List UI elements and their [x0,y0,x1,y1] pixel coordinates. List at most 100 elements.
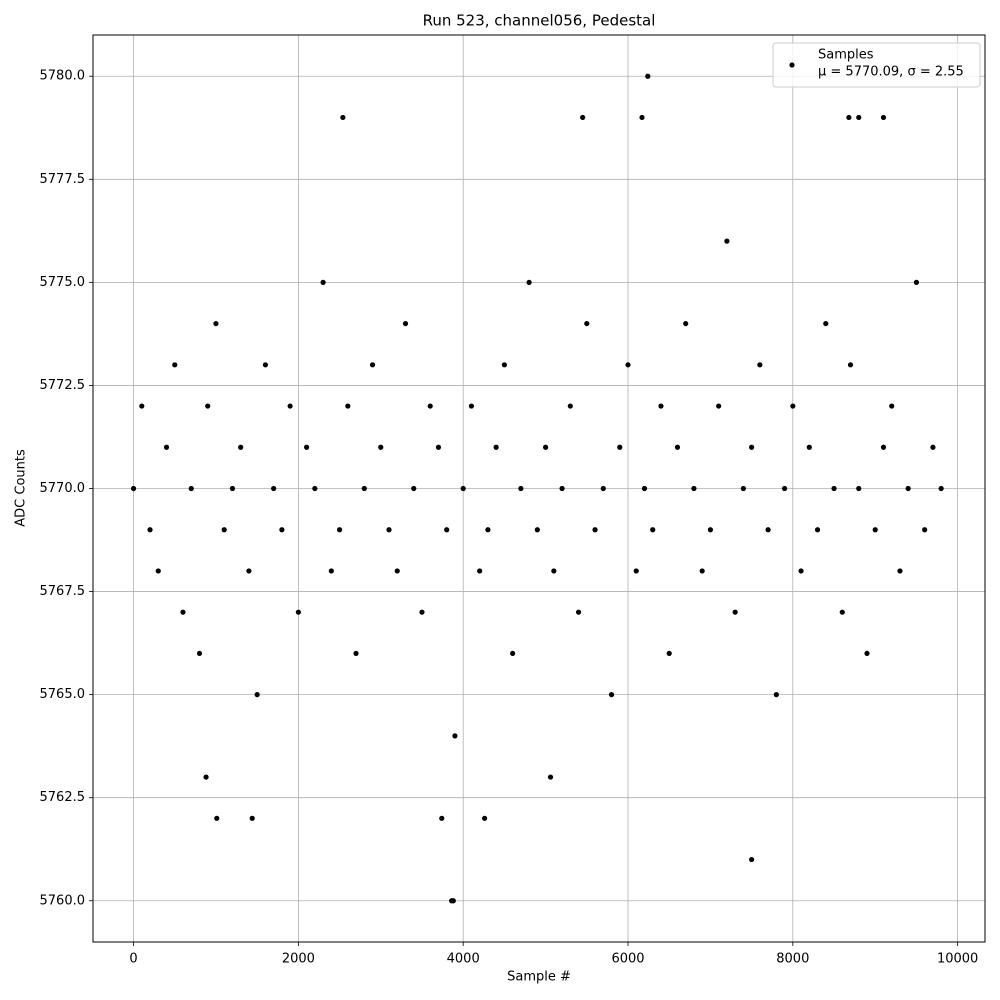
point [312,485,318,492]
point [846,114,852,121]
y-tick-label: 5765.0 [40,687,86,702]
y-tick-label: 5775.0 [40,275,86,290]
point [913,279,920,285]
x-tick-label: 6000 [611,952,644,967]
point [930,444,936,450]
point [378,444,384,450]
point [188,485,194,492]
point [749,444,755,450]
x-tick-label: 0 [129,952,137,967]
point [130,485,137,492]
y-axis-label: ADC Counts [14,449,29,527]
point [666,650,672,657]
point [444,527,450,533]
point [547,774,554,780]
y-tick-label: 5772.5 [40,378,86,393]
point [683,320,689,327]
point [749,856,755,863]
point [765,527,771,533]
point [856,114,862,121]
legend-marker [789,62,795,68]
y-tick-label: 5760.0 [40,893,86,908]
point [625,362,631,368]
point [155,568,161,574]
point [639,114,645,121]
point [254,692,260,698]
legend-box [772,42,981,88]
point [353,650,359,657]
point [450,898,456,904]
x-tick-label: 10000 [937,952,978,967]
point [196,650,203,657]
y-tick-label: 5777.5 [40,172,86,187]
point [180,609,186,615]
point [419,609,425,615]
y-tick-label: 5762.5 [40,790,86,805]
point [221,527,227,533]
point [880,114,887,121]
point [641,485,648,492]
point [477,568,483,574]
point [361,485,367,492]
point [262,362,269,368]
x-axis-label: Sample # [507,970,571,985]
x-tick-label: 4000 [447,952,480,967]
point [295,609,301,615]
point [575,609,582,615]
point [345,403,351,409]
x-tick-label: 8000 [776,952,809,967]
point [559,485,565,492]
point [214,815,220,821]
point [922,527,928,533]
point [823,320,829,327]
point [172,362,178,368]
point [320,279,326,285]
point [938,485,944,492]
point [229,485,236,492]
point [249,815,255,821]
point [394,568,400,574]
point [880,444,887,450]
legend-label: Samples [818,48,874,63]
point [781,485,788,492]
plot-frame [92,34,986,943]
point [790,403,796,409]
point [699,568,705,574]
x-tick-label: 2000 [282,952,315,967]
point [279,527,285,533]
point [724,238,730,244]
point [534,527,540,533]
point [427,403,433,409]
point [691,485,697,492]
point [839,609,845,615]
point [287,403,293,409]
point [580,114,586,121]
y-tick-label: 5767.5 [40,584,86,599]
point [608,692,615,698]
point [600,485,606,492]
legend-note: μ = 5770.09, σ = 2.55 [818,65,964,80]
point [328,568,334,574]
point [460,485,466,492]
y-tick-label: 5780.0 [40,69,86,84]
point [468,403,475,409]
point [482,815,488,821]
point [856,485,862,492]
point [889,403,895,409]
point [864,650,870,657]
point [526,279,532,285]
point [203,774,209,780]
point [205,403,211,409]
point [336,527,343,533]
point [139,403,145,409]
point [542,444,549,450]
point [584,320,590,327]
point [386,527,392,533]
point [402,320,409,327]
chart-title: Run 523, channel056, Pedestal [423,12,656,30]
point [633,568,639,574]
point [551,568,557,574]
point [674,444,681,450]
point [831,485,837,492]
point [485,527,491,533]
